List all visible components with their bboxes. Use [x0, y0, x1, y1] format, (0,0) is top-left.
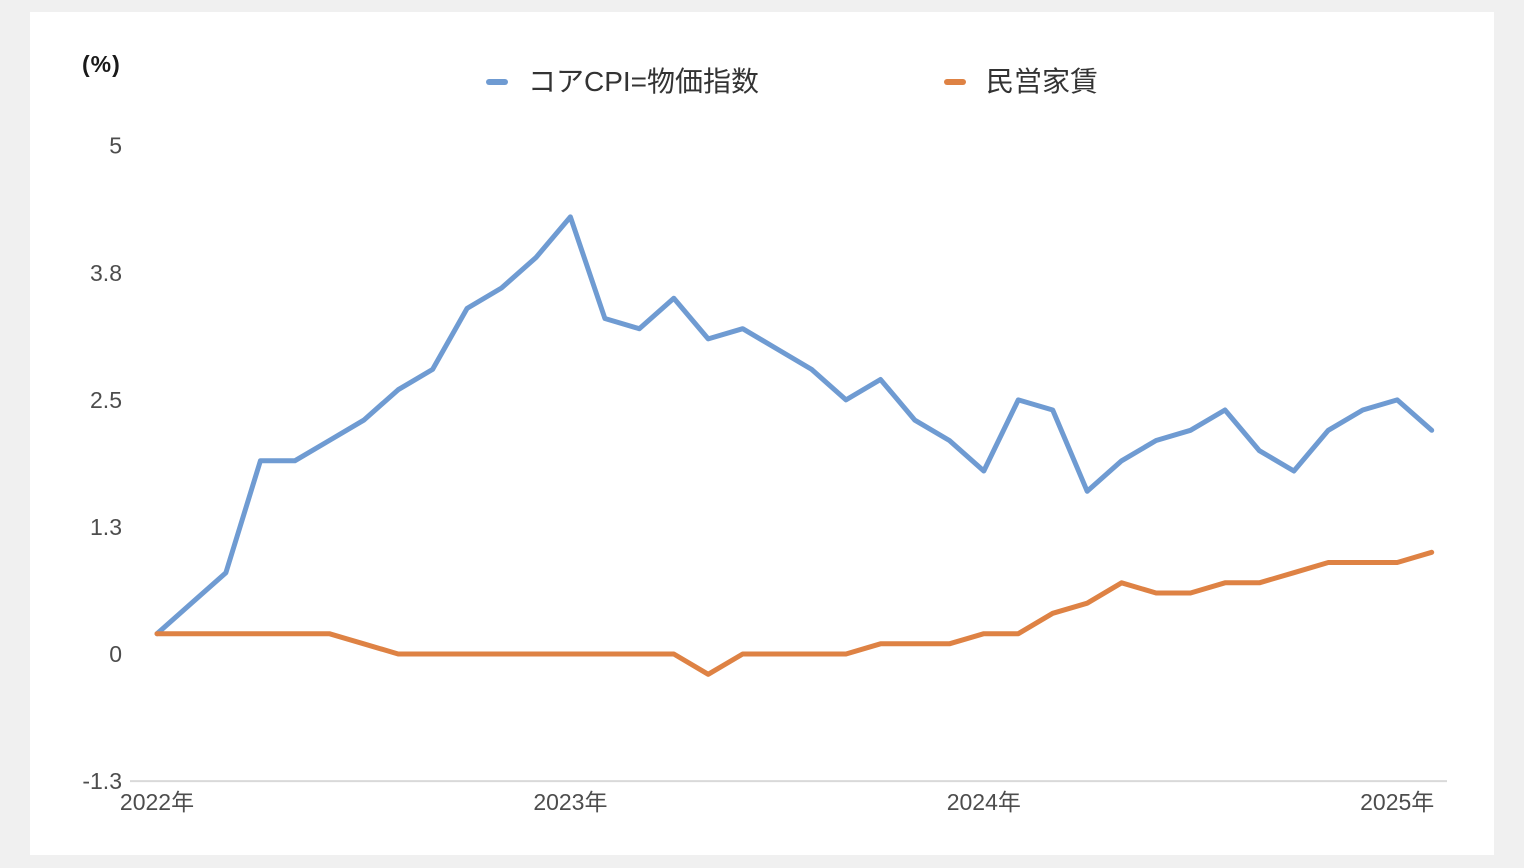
y-tick-label: 5: [109, 133, 122, 159]
legend-item-rent: 民営家賃: [944, 66, 1098, 98]
y-tick-label: 1.3: [90, 514, 122, 540]
legend-swatch-core-cpi-icon: [486, 79, 508, 85]
y-tick-label: 0: [109, 641, 122, 667]
x-axis-label: 2024年: [947, 789, 1021, 815]
x-axis-label: 2023年: [533, 789, 607, 815]
y-axis-unit-label: (%): [82, 51, 121, 77]
x-axis-label: 2022年: [120, 789, 194, 815]
series-line-rent: [154, 549, 1435, 677]
y-tick-label: 3.8: [90, 260, 122, 286]
series-line-core-cpi: [154, 214, 1435, 637]
legend-swatch-rent-icon: [944, 79, 966, 85]
y-tick-label: 2.5: [90, 387, 122, 413]
legend-label-core-cpi: コアCPI=物価指数: [528, 66, 760, 97]
x-axis-label: 2025年: [1360, 789, 1434, 815]
y-tick-label: -1.3: [82, 768, 122, 794]
chart-card: [30, 12, 1494, 855]
legend-item-core-cpi: コアCPI=物価指数: [486, 66, 759, 98]
legend-label-rent: 民営家賃: [986, 66, 1099, 97]
